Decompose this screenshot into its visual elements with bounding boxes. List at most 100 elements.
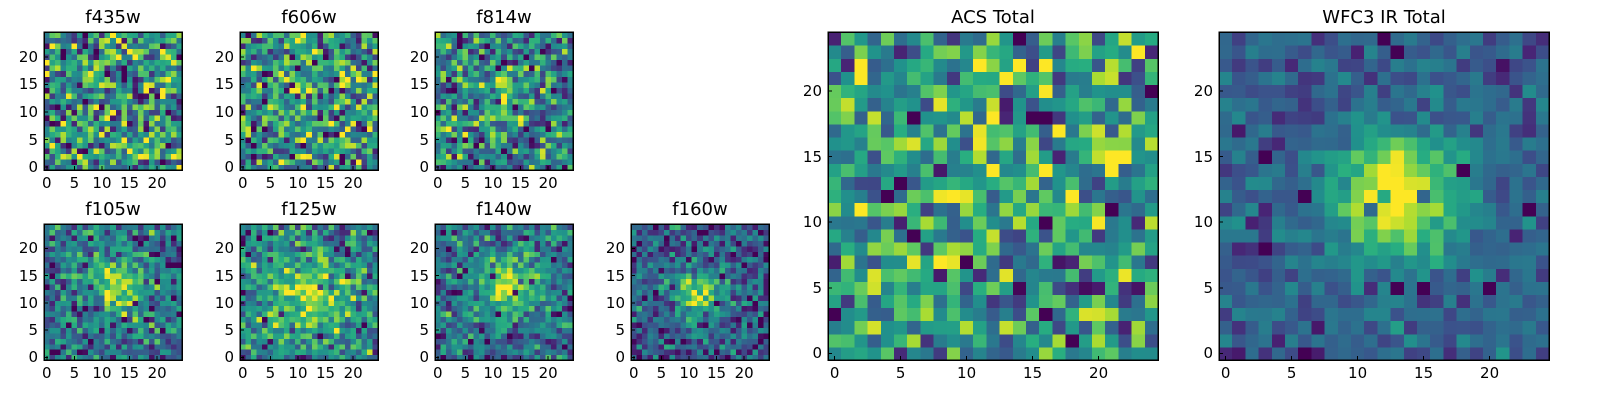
heatmap-cell	[735, 256, 742, 263]
heatmap-cell	[523, 98, 530, 105]
heatmap-cell	[495, 125, 502, 132]
heatmap-cell	[495, 343, 502, 350]
heatmap-cell	[55, 109, 62, 116]
heatmap-cell	[550, 327, 558, 334]
heatmap-cell	[534, 256, 541, 263]
heatmap-cell	[44, 87, 51, 94]
heatmap-cell	[501, 289, 508, 296]
heatmap-cell	[451, 272, 458, 279]
heatmap-cell	[440, 98, 447, 105]
heatmap-cell	[669, 289, 676, 296]
heatmap-cell	[647, 224, 654, 231]
heatmap-cell	[468, 142, 475, 149]
heatmap-cell	[1039, 294, 1053, 309]
heatmap-cell	[512, 81, 519, 88]
heatmap-cell	[115, 354, 122, 361]
heatmap-cell	[631, 316, 638, 323]
heatmap-cell	[680, 256, 687, 263]
heatmap-cell	[933, 346, 948, 361]
heatmap-cell	[251, 81, 258, 88]
heatmap-cell	[148, 98, 155, 105]
heatmap-cell	[556, 267, 563, 274]
heatmap-cell	[240, 125, 247, 132]
heatmap-cell	[642, 267, 649, 274]
heatmap-cell	[317, 300, 324, 307]
heatmap-cell	[517, 32, 524, 39]
heatmap-cell	[165, 114, 172, 121]
heatmap-cell	[99, 300, 106, 307]
heatmap-cell	[262, 300, 269, 307]
heatmap-cell	[126, 125, 133, 132]
heatmap-cell	[137, 43, 144, 50]
heatmap-cell	[867, 163, 882, 177]
heatmap-cell	[267, 240, 274, 247]
heatmap-cell	[933, 255, 948, 269]
heatmap-cell	[490, 48, 497, 55]
heatmap-cell	[473, 332, 480, 339]
heatmap-cell	[333, 332, 340, 339]
heatmap-cell	[517, 316, 524, 323]
x-tick-label: 15	[316, 364, 336, 382]
heatmap-cell	[894, 307, 908, 322]
heatmap-cell	[1092, 215, 1106, 230]
heatmap-cell	[322, 343, 329, 350]
heatmap-cell	[355, 92, 363, 99]
heatmap-cell	[631, 321, 638, 328]
heatmap-cell	[289, 349, 296, 356]
heatmap-cell	[306, 256, 313, 263]
heatmap-cell	[273, 131, 280, 138]
heatmap-cell	[757, 349, 765, 356]
heatmap-cell	[763, 332, 770, 339]
heatmap-cell	[973, 241, 987, 256]
heatmap-cell	[344, 262, 351, 269]
heatmap-cell	[148, 251, 155, 258]
heatmap-cell	[664, 321, 671, 328]
heatmap-cell	[267, 43, 274, 50]
heatmap-cell	[165, 272, 172, 279]
heatmap-cell	[322, 54, 329, 61]
heatmap-cell	[1118, 268, 1133, 282]
heatmap-cell	[366, 354, 374, 361]
heatmap-cell	[82, 262, 89, 269]
heatmap-cell	[658, 338, 665, 345]
heatmap-cell	[484, 349, 491, 356]
heatmap-cell	[539, 332, 546, 339]
heatmap-cell	[946, 255, 961, 269]
heatmap-cell	[88, 43, 95, 50]
heatmap-cell	[567, 131, 574, 138]
heatmap-cell	[1078, 136, 1093, 151]
heatmap-cell	[245, 125, 252, 132]
heatmap-cell	[154, 321, 161, 328]
heatmap-cell	[512, 87, 519, 94]
heatmap-cell	[366, 54, 374, 61]
heatmap-cell	[300, 147, 307, 155]
heatmap-cell	[501, 256, 508, 263]
heatmap-cell	[278, 251, 285, 258]
heatmap-cell	[1039, 176, 1053, 191]
heatmap-cell	[344, 354, 351, 361]
heatmap-cell	[556, 43, 563, 50]
heatmap-cell	[973, 228, 987, 243]
y-tick-label: 15	[409, 75, 429, 94]
heatmap-cell	[278, 267, 285, 274]
heatmap-cell	[289, 234, 296, 241]
heatmap-cell	[713, 294, 720, 301]
heatmap-cell	[479, 289, 486, 296]
heatmap-cell	[517, 142, 524, 149]
heatmap-cell	[317, 240, 324, 247]
heatmap-cell	[251, 262, 258, 269]
heatmap-cell	[506, 142, 513, 149]
heatmap-cell	[1039, 281, 1053, 295]
heatmap-cell	[556, 245, 563, 252]
heatmap-cell	[93, 305, 100, 312]
heatmap-cell	[366, 131, 374, 138]
heatmap-cell	[724, 234, 731, 241]
heatmap-cell	[730, 289, 737, 296]
heatmap-cell	[457, 245, 464, 252]
heatmap-cell	[361, 321, 368, 328]
heatmap-cell	[333, 70, 340, 77]
heatmap-cell	[284, 338, 291, 345]
heatmap-cell	[93, 311, 100, 318]
heatmap-cell	[669, 311, 676, 318]
heatmap-cell	[528, 131, 535, 138]
